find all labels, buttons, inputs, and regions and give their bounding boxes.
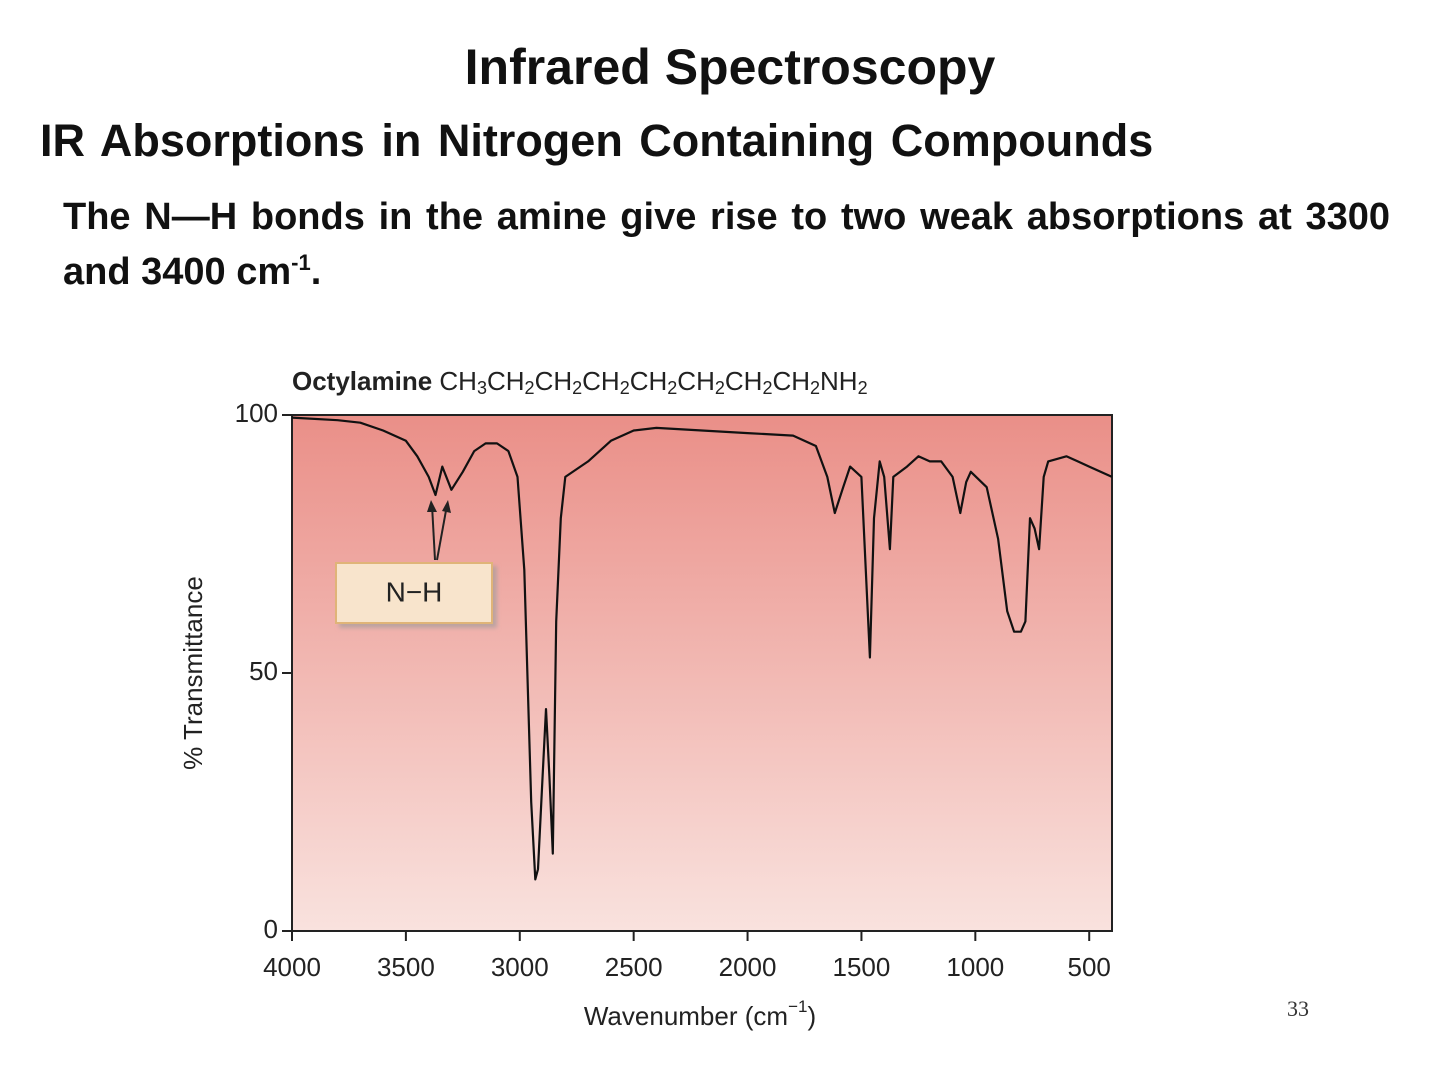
formula-atoms: CH: [439, 366, 477, 396]
x-label-sup: −1: [788, 997, 807, 1016]
formula-subscript: 2: [858, 378, 868, 398]
x-label-end: ): [807, 1001, 816, 1031]
arrowhead: [427, 500, 437, 512]
formula-subscript: 2: [810, 378, 820, 398]
x-axis-label: Wavenumber (cm−1): [584, 997, 816, 1030]
formula-atoms: CH: [772, 366, 810, 396]
spectrum-line: [291, 416, 1113, 881]
formula-subscript: 2: [762, 378, 772, 398]
formula-subscript: 2: [572, 378, 582, 398]
slide-title: Infrared Spectroscopy: [464, 39, 996, 95]
formula-atoms: CH: [630, 366, 668, 396]
x-tick-label: 2500: [605, 952, 663, 982]
y-tick-label: 100: [235, 398, 278, 428]
formula-subscript: 2: [620, 378, 630, 398]
formula-atoms: NH: [820, 366, 858, 396]
x-tick-label: 1500: [833, 952, 891, 982]
annotation: N−H: [335, 500, 493, 624]
formula-atoms: CH: [725, 366, 763, 396]
body-text: The N—H bonds in the amine give rise to …: [63, 190, 1390, 300]
formula-atoms: CH: [677, 366, 715, 396]
arrowhead: [442, 500, 451, 513]
x-tick-label: 4000: [263, 952, 321, 982]
x-tick-label: 3500: [377, 952, 435, 982]
y-tick-label: 50: [249, 656, 278, 686]
formula-atoms: CH: [582, 366, 620, 396]
formula-atoms: CH: [487, 366, 525, 396]
page-number: 33: [1287, 996, 1309, 1021]
body-superscript: -1: [291, 250, 311, 275]
x-tick-label: 500: [1068, 952, 1111, 982]
formula-subscript: 2: [715, 378, 725, 398]
formula-subscript: 2: [525, 378, 535, 398]
x-tick-label: 1000: [946, 952, 1004, 982]
space: [432, 366, 439, 396]
y-tick-label: 0: [264, 914, 278, 944]
annotation-text: N−H: [386, 576, 443, 607]
formula-subscript: 3: [477, 378, 487, 398]
formula-atoms: CH: [535, 366, 573, 396]
arrow: [436, 504, 448, 561]
formula-subscript: 2: [667, 378, 677, 398]
chart-title: Octylamine CH3CH2CH2CH2CH2CH2CH2CH2NH2: [292, 366, 868, 398]
annotation-box: [335, 562, 493, 624]
plot-area: [291, 414, 1113, 932]
y-axis-label: % Transmittance: [178, 576, 208, 770]
x-tick-label: 2000: [719, 952, 777, 982]
x-label-main: Wavenumber (cm: [584, 1001, 788, 1031]
arrow: [431, 504, 436, 561]
body-main: The N—H bonds in the amine give rise to …: [63, 196, 1390, 293]
body-end: .: [310, 251, 322, 293]
slide-subtitle: IR Absorptions in Nitrogen Containing Co…: [40, 115, 1154, 166]
compound-name: Octylamine: [292, 366, 432, 396]
x-tick-label: 3000: [491, 952, 549, 982]
